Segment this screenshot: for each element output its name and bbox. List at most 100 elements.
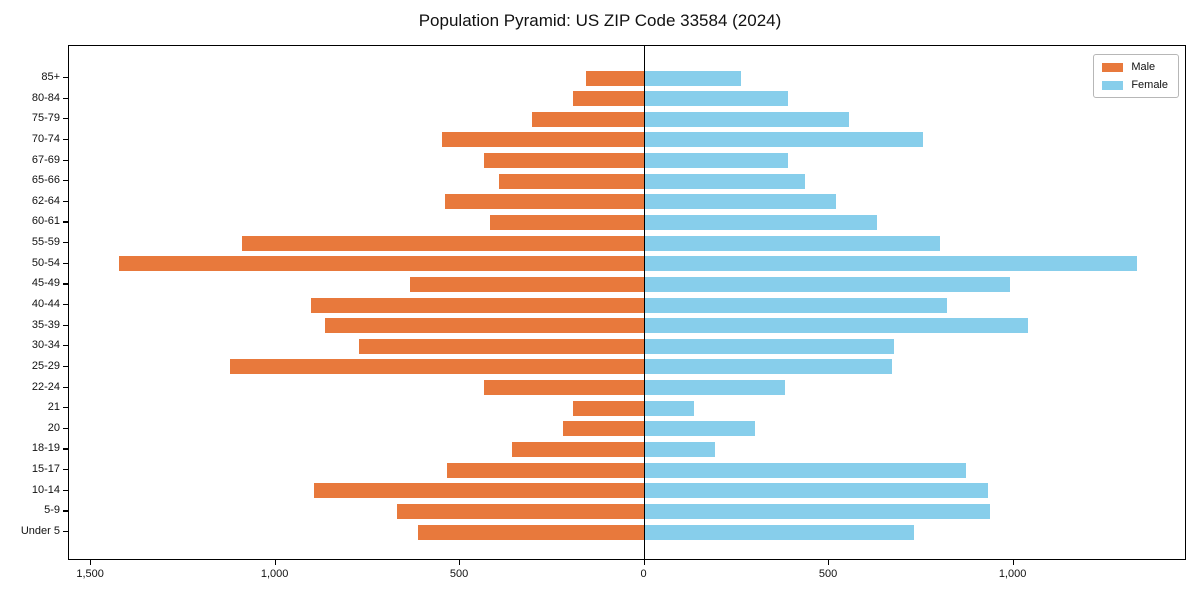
y-axis-tick	[63, 138, 68, 141]
bar-male-65-66	[498, 173, 645, 189]
bar-female-67-69	[644, 153, 789, 169]
bar-male-25-29	[229, 359, 645, 375]
x-tick-label: 0	[640, 568, 647, 580]
y-axis-tick	[63, 448, 68, 450]
x-tick-label: 1,000	[260, 568, 289, 580]
bar-male-21	[572, 400, 645, 416]
y-tick-label: 50-54	[31, 256, 60, 269]
bar-female-35-39	[644, 318, 1029, 334]
y-tick-label: 45-49	[31, 277, 60, 290]
bar-female-20	[644, 421, 756, 437]
y-axis-tick	[63, 77, 68, 79]
y-tick-label: 30-34	[31, 339, 60, 352]
y-tick-label: 55-59	[31, 236, 60, 249]
legend-item-female: Female	[1102, 79, 1168, 91]
y-tick-label: 22-24	[31, 380, 60, 393]
y-axis-tick	[63, 427, 68, 429]
y-axis-tick	[63, 324, 68, 326]
bar-female-60-61	[644, 214, 878, 230]
chart-title: Population Pyramid: US ZIP Code 33584 (2…	[418, 11, 782, 30]
bar-male-35-39	[325, 318, 645, 334]
bar-male-5-9	[397, 503, 645, 519]
x-axis-tick	[643, 560, 645, 565]
female-swatch-icon	[1102, 80, 1124, 90]
x-axis-tick	[90, 560, 92, 565]
y-tick-label: 62-64	[31, 194, 60, 207]
zero-axis-line	[643, 46, 646, 559]
y-tick-label: 60-61	[31, 215, 60, 228]
bar-female-75-79	[644, 111, 850, 127]
bar-male-70-74	[441, 132, 645, 148]
y-axis-tick	[63, 386, 68, 388]
y-tick-label: 10-14	[31, 483, 60, 496]
bar-female-5-9	[644, 503, 990, 519]
bar-male-75-79	[532, 111, 645, 127]
bar-female-15-17	[644, 462, 966, 478]
bar-female-21	[644, 400, 695, 416]
bar-female-22-24	[644, 380, 785, 396]
bar-male-30-34	[358, 338, 645, 354]
y-axis-tick	[63, 489, 68, 491]
legend-item-male: Male	[1102, 61, 1168, 73]
y-tick-label: 40-44	[31, 298, 60, 310]
y-axis-tick	[63, 242, 68, 244]
x-axis-tick	[274, 560, 276, 565]
bar-female-40-44	[644, 297, 948, 313]
bar-male-45-49	[410, 276, 645, 292]
x-tick-label: 1,500	[76, 568, 104, 580]
bar-female-65-66	[644, 173, 806, 189]
x-tick-label: 1,000	[998, 568, 1027, 580]
bar-male-62-64	[445, 194, 645, 210]
bar-female-62-64	[644, 194, 837, 210]
y-tick-label: 21	[47, 401, 60, 414]
y-axis-tick	[63, 180, 68, 182]
y-axis-tick	[63, 407, 68, 409]
bar-male-40-44	[310, 297, 645, 313]
bar-male-85+	[585, 70, 645, 86]
legend: Male Female	[1093, 54, 1179, 98]
bar-female-50-54	[644, 256, 1138, 272]
y-tick-label: 67-69	[31, 153, 60, 166]
y-tick-label: 25-29	[31, 359, 60, 372]
bar-female-Under 5	[644, 524, 914, 540]
bar-female-10-14	[644, 483, 988, 499]
y-axis-tick	[63, 283, 68, 285]
plot-area: Male Female	[68, 45, 1186, 560]
y-axis-tick	[63, 200, 68, 202]
bar-female-55-59	[644, 235, 940, 251]
x-axis-tick	[828, 560, 830, 565]
bar-male-18-19	[511, 441, 645, 457]
y-axis-tick	[63, 510, 68, 512]
bar-male-50-54	[118, 256, 645, 272]
bar-male-20	[563, 421, 645, 437]
bar-male-Under 5	[417, 524, 645, 540]
bar-male-55-59	[242, 235, 645, 251]
y-axis-tick	[63, 365, 68, 368]
y-tick-label: 75-79	[31, 112, 60, 125]
x-axis-tick	[459, 560, 461, 565]
bar-male-10-14	[314, 483, 645, 499]
bar-male-22-24	[484, 380, 645, 396]
y-tick-label: 65-66	[31, 174, 60, 187]
legend-male-label: Male	[1131, 61, 1156, 73]
x-tick-label: 500	[818, 568, 838, 580]
x-tick-label: 500	[449, 568, 469, 580]
y-tick-label: 70-74	[31, 132, 60, 145]
y-tick-label: 15-17	[31, 463, 60, 476]
bar-male-60-61	[489, 214, 645, 230]
y-tick-label: 18-19	[31, 442, 60, 455]
bar-female-18-19	[644, 441, 715, 457]
bar-female-30-34	[644, 338, 894, 354]
y-axis-tick	[63, 531, 68, 533]
y-axis-tick	[63, 221, 68, 223]
y-axis-tick	[63, 304, 68, 306]
bar-female-70-74	[644, 132, 924, 148]
y-axis-tick	[63, 345, 68, 347]
bar-male-67-69	[484, 153, 645, 169]
bar-female-80-84	[644, 91, 789, 107]
y-axis-tick	[63, 97, 68, 99]
x-axis-tick	[1012, 560, 1014, 565]
y-axis-tick	[63, 159, 68, 161]
y-axis-tick	[63, 118, 68, 120]
